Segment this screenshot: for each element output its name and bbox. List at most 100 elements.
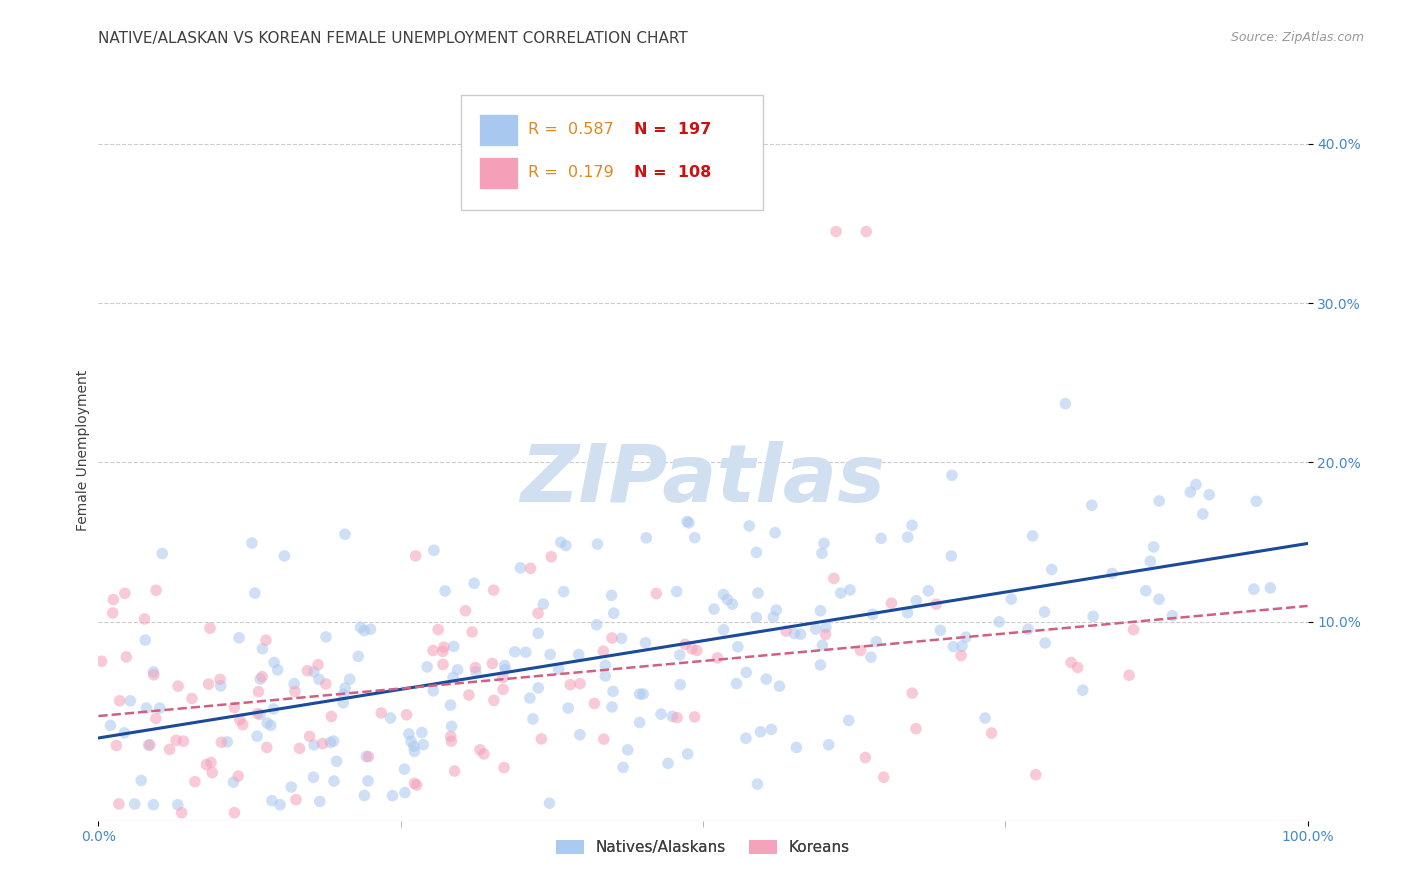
Point <box>243 586 266 600</box>
Point <box>481 657 503 671</box>
Text: ZIPatlas: ZIPatlas <box>520 441 886 519</box>
Point <box>399 734 422 748</box>
Point <box>134 612 156 626</box>
Point <box>405 549 427 563</box>
Point <box>108 797 131 811</box>
Point <box>727 640 749 654</box>
Point <box>716 592 738 607</box>
Point <box>142 665 165 679</box>
Point <box>339 672 361 686</box>
Point <box>90 654 112 668</box>
Point <box>825 225 848 239</box>
Point <box>249 707 271 722</box>
Point <box>228 631 250 645</box>
Point <box>404 744 426 758</box>
Text: NATIVE/ALASKAN VS KOREAN FEMALE UNEMPLOYMENT CORRELATION CHART: NATIVE/ALASKAN VS KOREAN FEMALE UNEMPLOY… <box>98 31 688 46</box>
Point <box>115 650 138 665</box>
Point <box>823 571 845 585</box>
Point <box>600 700 623 714</box>
Point <box>260 794 283 808</box>
Point <box>134 633 156 648</box>
Point <box>226 769 249 783</box>
Point <box>602 606 624 620</box>
Point <box>443 764 465 778</box>
Point <box>725 676 748 690</box>
Point <box>676 747 699 761</box>
Point <box>755 672 778 686</box>
Point <box>785 740 807 755</box>
Point <box>224 700 246 714</box>
Point <box>849 643 872 657</box>
Point <box>650 707 672 722</box>
Point <box>593 669 616 683</box>
Point <box>142 797 165 812</box>
Point <box>763 525 786 540</box>
Point <box>905 593 928 607</box>
Point <box>569 676 592 690</box>
FancyBboxPatch shape <box>479 156 517 189</box>
Point <box>592 732 614 747</box>
Point <box>713 623 735 637</box>
Point <box>1118 668 1140 682</box>
Point <box>666 711 689 725</box>
Point <box>547 662 569 676</box>
Point <box>398 727 420 741</box>
Point <box>1081 609 1104 624</box>
Point <box>167 679 190 693</box>
Point <box>482 693 505 707</box>
Point <box>319 735 342 749</box>
Point <box>494 658 516 673</box>
Point <box>302 770 325 784</box>
Point <box>738 519 761 533</box>
Point <box>669 678 692 692</box>
Point <box>855 225 877 239</box>
Point <box>1246 494 1268 508</box>
Point <box>862 607 884 622</box>
Point <box>628 715 651 730</box>
Point <box>600 631 623 645</box>
Point <box>557 701 579 715</box>
Point <box>735 665 758 680</box>
Point <box>217 735 239 749</box>
Point <box>427 623 450 637</box>
Point <box>811 546 834 560</box>
Point <box>394 786 416 800</box>
Point <box>531 597 554 611</box>
Point <box>224 805 246 820</box>
Text: R =  0.179: R = 0.179 <box>527 165 613 180</box>
Point <box>783 626 806 640</box>
Point <box>416 660 439 674</box>
Point <box>1000 592 1022 607</box>
Point <box>980 726 1002 740</box>
Point <box>412 738 434 752</box>
Point <box>492 671 515 685</box>
Point <box>1180 485 1202 500</box>
Point <box>988 615 1011 629</box>
Point <box>703 602 725 616</box>
Point <box>1033 605 1056 619</box>
Point <box>522 712 544 726</box>
Point <box>1060 656 1083 670</box>
Point <box>273 549 295 563</box>
Point <box>645 586 668 600</box>
Text: R =  0.587: R = 0.587 <box>527 122 613 137</box>
Point <box>509 561 531 575</box>
Point <box>1147 494 1170 508</box>
Point <box>554 538 576 552</box>
Point <box>668 648 690 662</box>
Point <box>1017 622 1039 636</box>
Point <box>583 697 606 711</box>
Point <box>810 657 832 672</box>
Point <box>838 714 860 728</box>
Point <box>138 738 160 752</box>
Point <box>315 677 337 691</box>
Point <box>538 796 561 810</box>
Point <box>145 583 167 598</box>
Point <box>683 531 706 545</box>
Point <box>1066 660 1088 674</box>
Point <box>870 531 893 545</box>
Point <box>347 649 370 664</box>
Point <box>762 610 785 624</box>
Point <box>896 606 918 620</box>
Point <box>108 694 131 708</box>
